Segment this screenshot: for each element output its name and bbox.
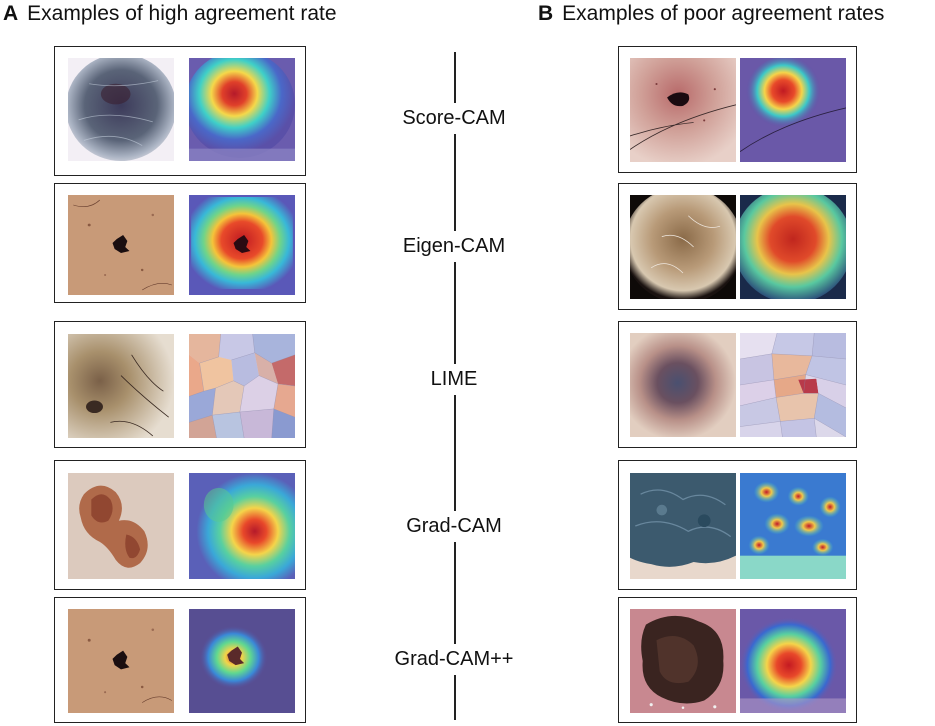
saliency-heatmap-image: [189, 58, 295, 161]
example-frame-a-lime: [54, 321, 306, 448]
lime-segmentation-image: [189, 334, 295, 438]
example-frame-a-eigen-cam: [54, 183, 306, 303]
panel-a-title: A Examples of high agreement rate: [3, 2, 337, 26]
example-frame-a-grad-cam: [54, 460, 306, 590]
example-frame-b-eigen-cam: [618, 183, 857, 310]
dermoscopy-image: [630, 58, 736, 162]
dermoscopy-image: [68, 473, 174, 579]
method-label-grad-cam: Grad-CAM: [370, 511, 538, 542]
saliency-heatmap-image: [740, 473, 846, 579]
dermoscopy-image: [630, 195, 736, 299]
method-label-grad-cam-plus-plus: Grad-CAM++: [370, 644, 538, 675]
panel-b-title: B Examples of poor agreement rates: [538, 2, 884, 26]
dermoscopy-image: [68, 609, 174, 713]
saliency-heatmap-image: [189, 473, 295, 579]
dermoscopy-image: [68, 58, 174, 161]
saliency-heatmap-image: [189, 609, 295, 713]
saliency-heatmap-image: [189, 195, 295, 295]
panel-a-title-text: Examples of high agreement rate: [27, 2, 337, 25]
saliency-heatmap-image: [740, 609, 846, 713]
example-frame-a-grad-cam-plus-plus: [54, 597, 306, 723]
example-frame-b-lime: [618, 321, 857, 448]
lime-segmentation-image: [740, 333, 846, 437]
saliency-heatmap-image: [740, 58, 846, 162]
example-frame-b-grad-cam: [618, 460, 857, 590]
dermoscopy-image: [630, 609, 736, 713]
panel-a-letter: A: [3, 2, 19, 25]
saliency-heatmap-image: [740, 195, 846, 299]
method-label-score-cam: Score-CAM: [370, 103, 538, 134]
example-frame-a-score-cam: [54, 46, 306, 176]
method-label-eigen-cam: Eigen-CAM: [370, 231, 538, 262]
dermoscopy-image: [68, 334, 174, 438]
dermoscopy-image: [68, 195, 174, 295]
method-label-lime: LIME: [370, 364, 538, 395]
example-frame-b-score-cam: [618, 46, 857, 173]
dermoscopy-image: [630, 473, 736, 579]
example-frame-b-grad-cam-plus-plus: [618, 597, 857, 723]
dermoscopy-image: [630, 333, 736, 437]
panel-b-title-text: Examples of poor agreement rates: [562, 2, 885, 25]
panel-b-letter: B: [538, 2, 554, 25]
